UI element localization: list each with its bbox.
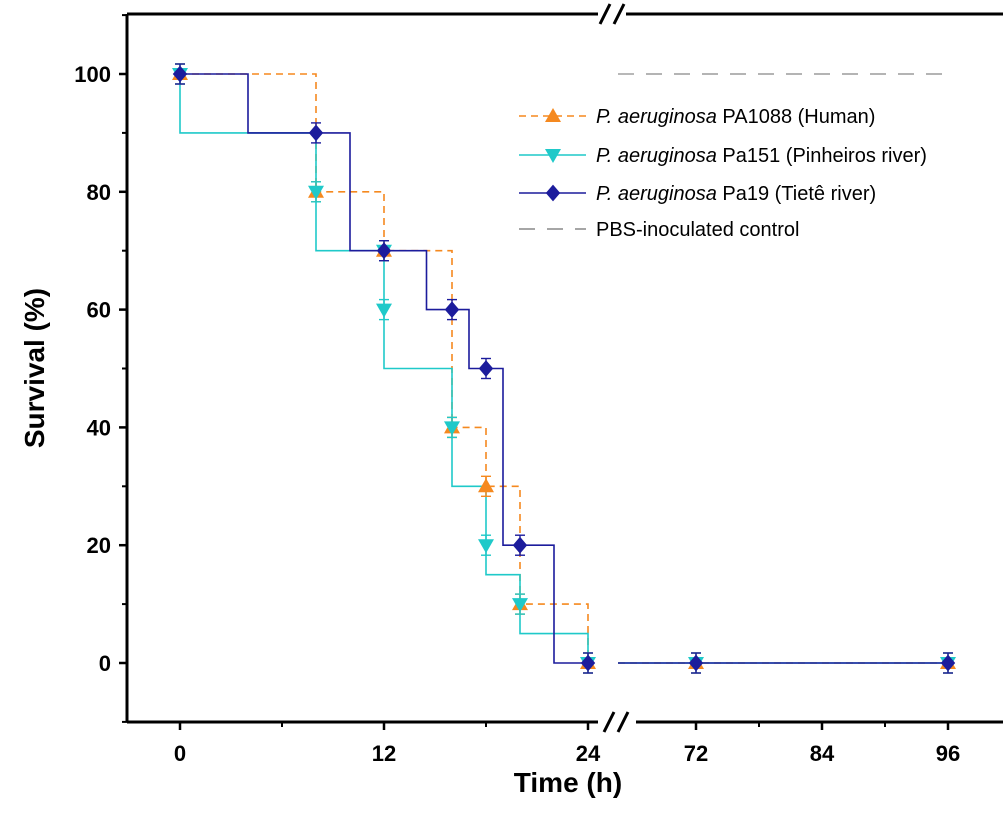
x-tick-label: 72 bbox=[684, 741, 708, 766]
marker-series-2 bbox=[688, 654, 704, 672]
y-tick-label: 100 bbox=[74, 62, 111, 87]
x-tick-label: 0 bbox=[174, 741, 186, 766]
marker-series-1 bbox=[512, 598, 528, 613]
y-axis-title: Survival (%) bbox=[19, 288, 50, 448]
y-tick-label: 20 bbox=[87, 533, 111, 558]
legend-entry-0: P. aeruginosa PA1088 (Human) bbox=[519, 106, 875, 128]
x-tick-label: 96 bbox=[936, 741, 960, 766]
marker-series-2 bbox=[478, 360, 494, 377]
marker-series-1 bbox=[376, 303, 392, 318]
y-tick-label: 40 bbox=[87, 415, 111, 440]
marker-series-1 bbox=[444, 421, 460, 436]
marker-series-2 bbox=[308, 124, 324, 142]
marker-layer bbox=[172, 63, 956, 674]
x-axis-title: Time (h) bbox=[514, 767, 622, 798]
top-axis-break-mark bbox=[598, 3, 626, 25]
legend: P. aeruginosa PA1088 (Human) P. aeruginos… bbox=[519, 106, 927, 241]
x-tick-label: 84 bbox=[810, 741, 835, 766]
y-tick-label: 0 bbox=[99, 651, 111, 676]
y-tick-label: 80 bbox=[87, 180, 111, 205]
legend-entry-2: P. aeruginosa Pa19 (Tietê river) bbox=[519, 183, 876, 205]
marker-series-2 bbox=[172, 65, 188, 83]
marker-series-1 bbox=[308, 185, 324, 200]
legend-label: P. aeruginosa PA1088 (Human) bbox=[596, 106, 875, 128]
marker-series-2 bbox=[580, 654, 596, 672]
marker-series-2 bbox=[376, 242, 392, 260]
x-tick-label: 24 bbox=[576, 741, 601, 766]
ticks-layer: 0 20 40 60 80 100 0 12 24 72 84 96 bbox=[74, 14, 960, 766]
legend-label: PBS-inoculated control bbox=[596, 219, 799, 241]
legend-marker bbox=[545, 184, 561, 202]
marker-series-1 bbox=[478, 539, 494, 554]
marker-series-0 bbox=[478, 478, 494, 493]
legend-marker bbox=[545, 108, 561, 122]
marker-series-2 bbox=[512, 536, 528, 554]
legend-label: P. aeruginosa Pa151 (Pinheiros river) bbox=[596, 145, 927, 167]
x-tick-label: 12 bbox=[372, 741, 396, 766]
legend-marker bbox=[545, 149, 561, 163]
legend-entry-3: PBS-inoculated control bbox=[519, 219, 799, 241]
marker-series-2 bbox=[444, 301, 460, 318]
marker-series-2 bbox=[940, 654, 956, 672]
x-axis-break-mark bbox=[602, 711, 630, 733]
legend-label: P. aeruginosa Pa19 (Tietê river) bbox=[596, 183, 876, 205]
y-tick-label: 60 bbox=[87, 298, 111, 323]
legend-entry-1: P. aeruginosa Pa151 (Pinheiros river) bbox=[519, 145, 927, 167]
